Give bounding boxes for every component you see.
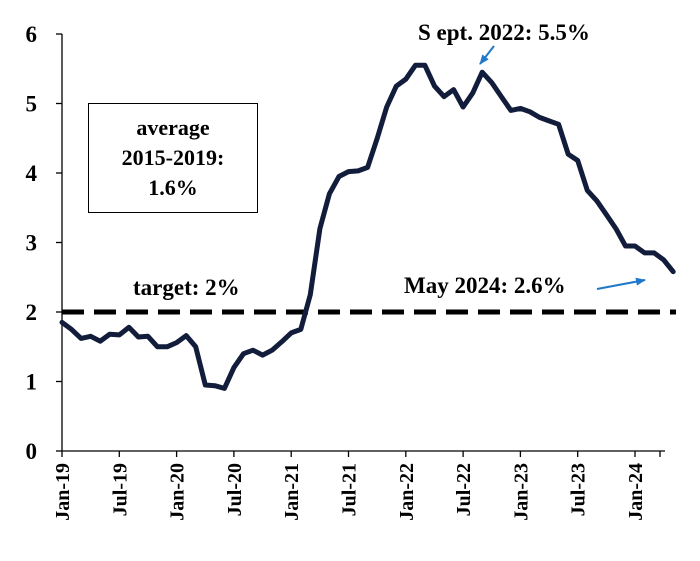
peak-arrow bbox=[479, 45, 495, 65]
y-tick-label: 2 bbox=[26, 300, 38, 325]
axes bbox=[61, 34, 665, 452]
x-tick-label: Jan-24 bbox=[625, 463, 647, 521]
latest-arrow bbox=[596, 277, 646, 290]
y-axis-ticks: 0 1 2 3 4 5 6 bbox=[26, 22, 62, 464]
y-tick-label: 4 bbox=[26, 161, 38, 186]
x-tick-label: Jan-22 bbox=[396, 463, 418, 521]
average-line-2: 2015-2019: bbox=[121, 145, 225, 170]
y-tick-label: 6 bbox=[26, 22, 38, 47]
y-tick-label: 1 bbox=[26, 370, 38, 395]
x-tick-label: Jul-20 bbox=[224, 463, 246, 516]
y-tick-label: 5 bbox=[26, 92, 38, 117]
x-tick-label: Jul-21 bbox=[339, 463, 361, 516]
x-tick-label: Jan-23 bbox=[510, 463, 532, 521]
average-line-3: 1.6% bbox=[148, 175, 198, 200]
target-label: target: 2% bbox=[133, 275, 240, 300]
x-axis-ticks: Jan-19 Jul-19 Jan-20 Jul-20 Jan-21 Jul-21 Jan-… bbox=[52, 451, 661, 521]
series-layer bbox=[59, 62, 676, 391]
x-tick-label: Jan-19 bbox=[52, 463, 74, 521]
peak-label: S ept. 2022: 5.5% bbox=[418, 20, 590, 45]
x-tick-label: Jul-22 bbox=[453, 463, 475, 516]
average-annotation-box: average 2015-2019: 1.6% bbox=[88, 103, 258, 213]
annotations-layer: S ept. 2022: 5.5% target: 2% May 2024: 2… bbox=[133, 20, 646, 300]
x-tick-label: Jan-20 bbox=[167, 463, 189, 521]
y-tick-label: 0 bbox=[26, 439, 38, 464]
average-line-1: average bbox=[136, 115, 210, 140]
x-tick-label: Jan-21 bbox=[281, 463, 303, 521]
x-tick-label: Jul-23 bbox=[568, 463, 590, 516]
x-tick-label: Jul-19 bbox=[109, 463, 131, 516]
latest-label: May 2024: 2.6% bbox=[404, 273, 566, 298]
y-tick-label: 3 bbox=[26, 231, 38, 256]
